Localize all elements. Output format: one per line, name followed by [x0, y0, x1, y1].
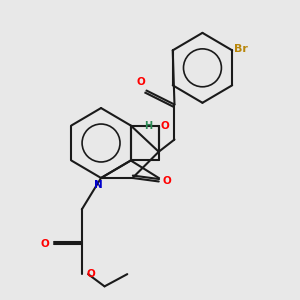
Text: N: N: [94, 180, 103, 190]
Text: O: O: [86, 269, 95, 279]
Text: O: O: [163, 176, 172, 187]
Text: H: H: [144, 121, 152, 130]
Text: O: O: [41, 239, 50, 249]
Text: Br: Br: [234, 44, 248, 54]
Text: O: O: [136, 77, 145, 87]
Text: O: O: [160, 121, 169, 130]
